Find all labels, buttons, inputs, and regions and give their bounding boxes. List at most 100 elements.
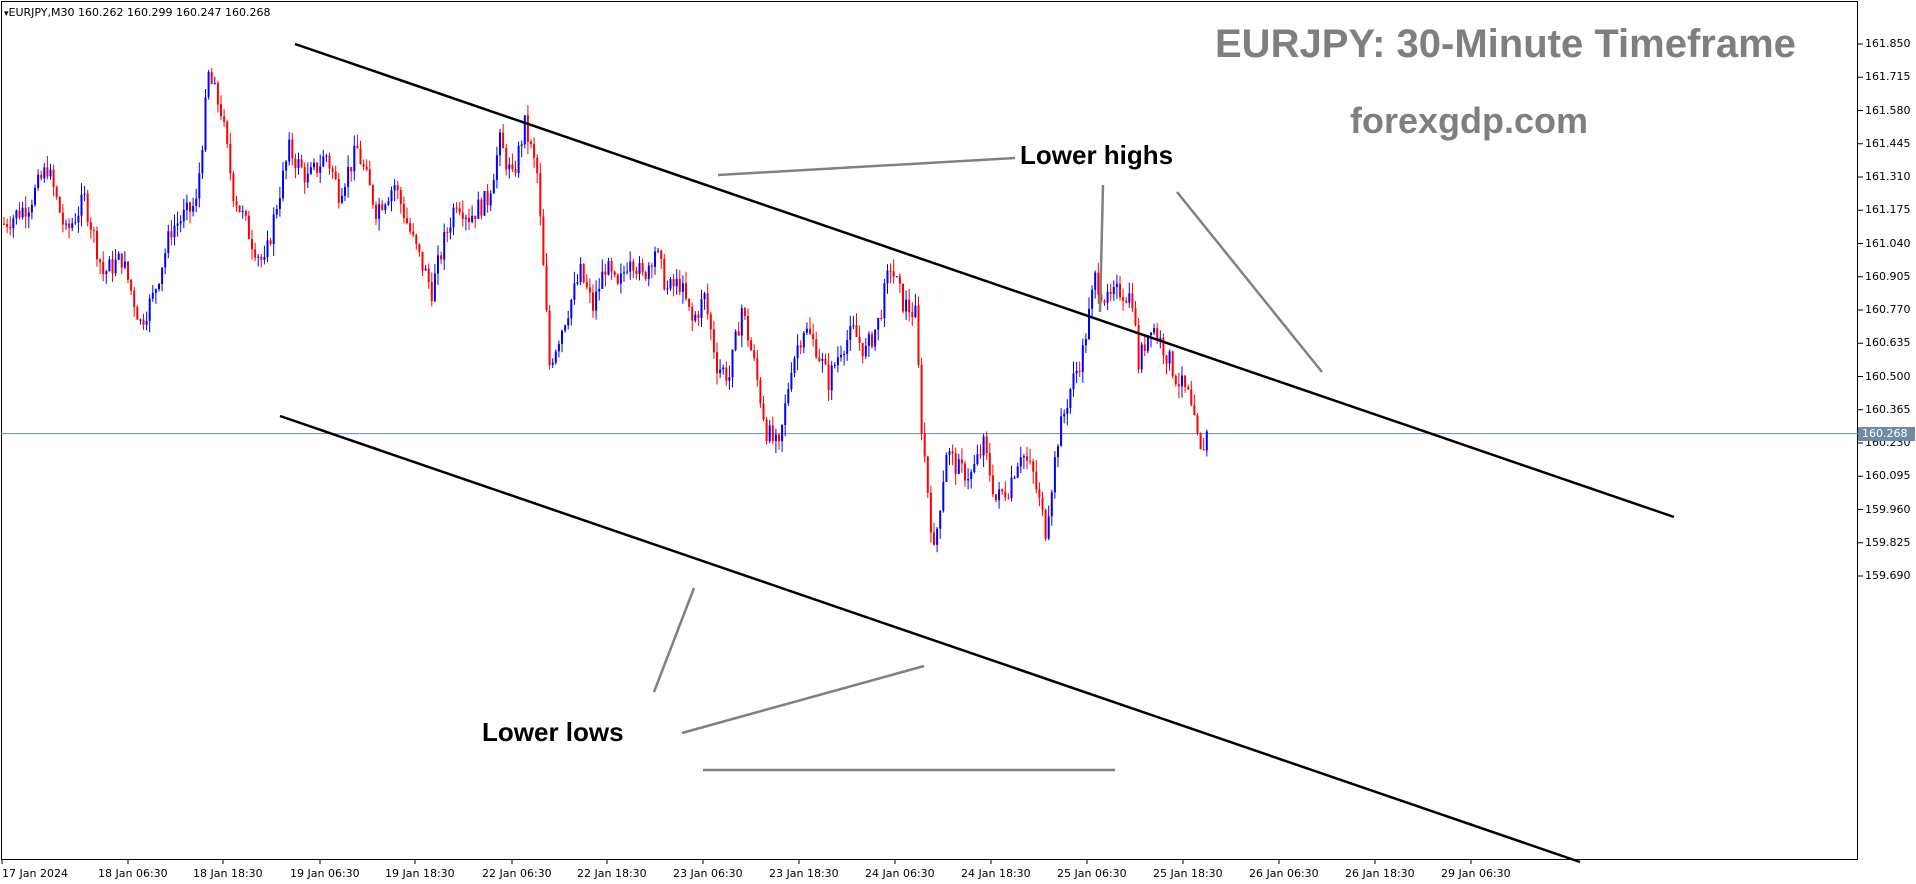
candle-body (213, 83, 216, 85)
candle-body (176, 223, 179, 226)
candle-body (232, 173, 235, 201)
candle-body (678, 278, 681, 292)
candle-body (1019, 457, 1022, 467)
candle-body (836, 357, 839, 366)
y-tick-label: 161.850 (1865, 37, 1911, 50)
candle-body (1137, 325, 1140, 370)
candle-body (840, 354, 842, 358)
y-tick-label: 159.825 (1865, 535, 1911, 549)
candle-body (1029, 460, 1032, 462)
y-tick-label: 161.310 (1865, 170, 1911, 183)
candle-body (759, 379, 762, 404)
candle-body (629, 261, 632, 272)
candle-body (728, 377, 731, 381)
candle-body (204, 97, 207, 150)
candle-body (672, 279, 675, 287)
candle-body (908, 299, 911, 313)
candle-body (871, 334, 873, 347)
candle-body (83, 193, 86, 195)
candle-body (592, 292, 594, 311)
candle-body (1146, 335, 1149, 351)
candle-body (356, 145, 359, 149)
candle-body (452, 207, 455, 228)
candle-body (793, 358, 796, 374)
candle-body (579, 263, 582, 283)
candle-body (464, 217, 467, 219)
candle-body (136, 306, 139, 320)
candle-body (291, 139, 294, 159)
candle-body (1122, 297, 1125, 301)
candle-body (1103, 300, 1106, 303)
candle-body (437, 255, 439, 274)
candle-body (127, 261, 129, 280)
candle-body (21, 207, 24, 218)
candle-body (294, 158, 297, 169)
candle-body (1004, 491, 1007, 498)
candle-body (238, 205, 241, 212)
candle-body (1190, 389, 1193, 406)
candle-body (626, 271, 629, 273)
y-tick-label: 161.445 (1865, 136, 1911, 150)
candle-body (483, 190, 486, 216)
candle-body (681, 283, 684, 292)
pointer-lows-1 (652, 587, 696, 693)
candle-body (418, 244, 421, 252)
candle-body (641, 262, 644, 273)
candle-body (585, 282, 588, 288)
candle-body (46, 167, 49, 177)
candle-body (753, 350, 756, 359)
candle-body (195, 198, 198, 206)
candle-body (145, 320, 148, 325)
candle-body (768, 425, 771, 442)
y-tick-label: 161.040 (1865, 236, 1911, 250)
candle-body (688, 298, 691, 307)
candle-body (260, 256, 263, 260)
candle-body (771, 425, 774, 442)
pointer-highs-2 (1098, 184, 1105, 313)
candle-body (347, 167, 350, 187)
candle-body (939, 510, 942, 529)
candle-body (598, 288, 601, 292)
current-price-tag: 160.268 (1858, 426, 1915, 441)
candle-body (1075, 370, 1078, 374)
candle-body (774, 434, 777, 442)
candle-body (1063, 413, 1066, 417)
x-tick-label: 18 Jan 06:30 (98, 867, 168, 880)
candle-body (340, 195, 343, 203)
candle-body (892, 271, 895, 277)
y-tick-label: 159.690 (1865, 569, 1911, 582)
candle-body (1088, 308, 1090, 339)
candle-body (1184, 375, 1187, 387)
candle-body (58, 197, 61, 213)
candle-body (815, 339, 818, 358)
candle-body (1199, 433, 1202, 450)
candle-body (71, 223, 74, 228)
x-tick-label: 29 Jan 06:30 (1441, 867, 1511, 880)
candle-body (182, 210, 185, 222)
candle-body (108, 259, 111, 272)
candle-body (365, 166, 368, 170)
candle-body (86, 193, 89, 223)
candle-body (402, 204, 405, 219)
candle-body (858, 336, 861, 343)
candle-body (567, 318, 570, 326)
candle-body (381, 204, 384, 210)
candle-body (1022, 456, 1025, 458)
candle-body (322, 156, 325, 167)
candle-body (1187, 386, 1190, 390)
candle-body (120, 253, 123, 268)
candle-body (102, 262, 105, 275)
candle-body (731, 349, 734, 378)
chart-info: EURJPY,M30 160.262 160.299 160.247 160.2… (4, 6, 270, 19)
candle-body (852, 325, 855, 327)
candle-body (796, 345, 799, 359)
candle-body (520, 144, 523, 146)
candle-body (319, 166, 322, 173)
candle-body (660, 250, 663, 259)
candle-body (387, 201, 390, 205)
candle-body (65, 223, 67, 225)
candle-body (52, 169, 55, 188)
candle-body (505, 148, 508, 170)
candle-body (1097, 272, 1100, 295)
